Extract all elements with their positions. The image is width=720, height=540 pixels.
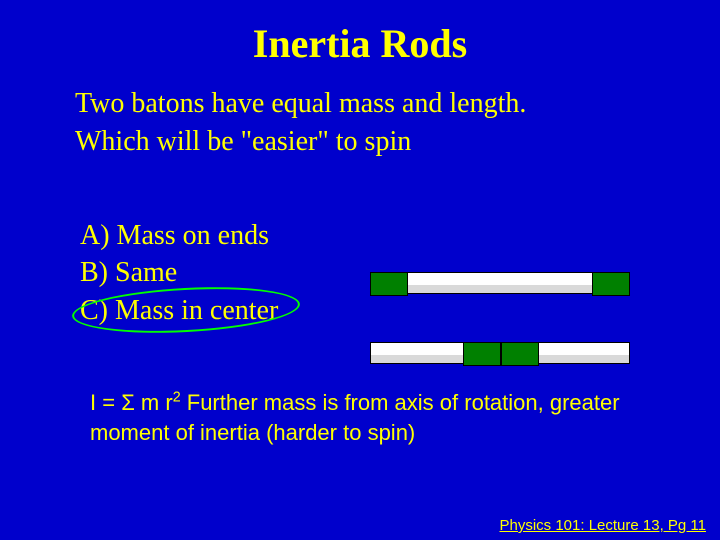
intro-line-2: Which will be "easier" to spin <box>75 126 411 157</box>
mass-block <box>501 342 539 366</box>
mass-block <box>592 272 630 296</box>
rod-diagrams <box>370 272 630 412</box>
mass-block <box>370 272 408 296</box>
slide-footer: Physics 101: Lecture 13, Pg 11 <box>499 517 706 534</box>
formula-lhs: I = <box>90 390 121 415</box>
slide-title: Inertia Rods <box>0 0 720 77</box>
intro-text: Two batons have equal mass and length. W… <box>0 77 720 161</box>
rod-mass-on-ends <box>370 272 630 294</box>
option-a: A) Mass on ends <box>80 217 720 255</box>
rod-mass-in-center <box>370 342 630 364</box>
intro-line-1: Two batons have equal mass and length. <box>75 88 526 119</box>
mass-block <box>463 342 501 366</box>
sigma-symbol: Σ <box>121 390 135 415</box>
formula-exponent: 2 <box>173 390 181 406</box>
formula-mr: m r <box>135 390 173 415</box>
